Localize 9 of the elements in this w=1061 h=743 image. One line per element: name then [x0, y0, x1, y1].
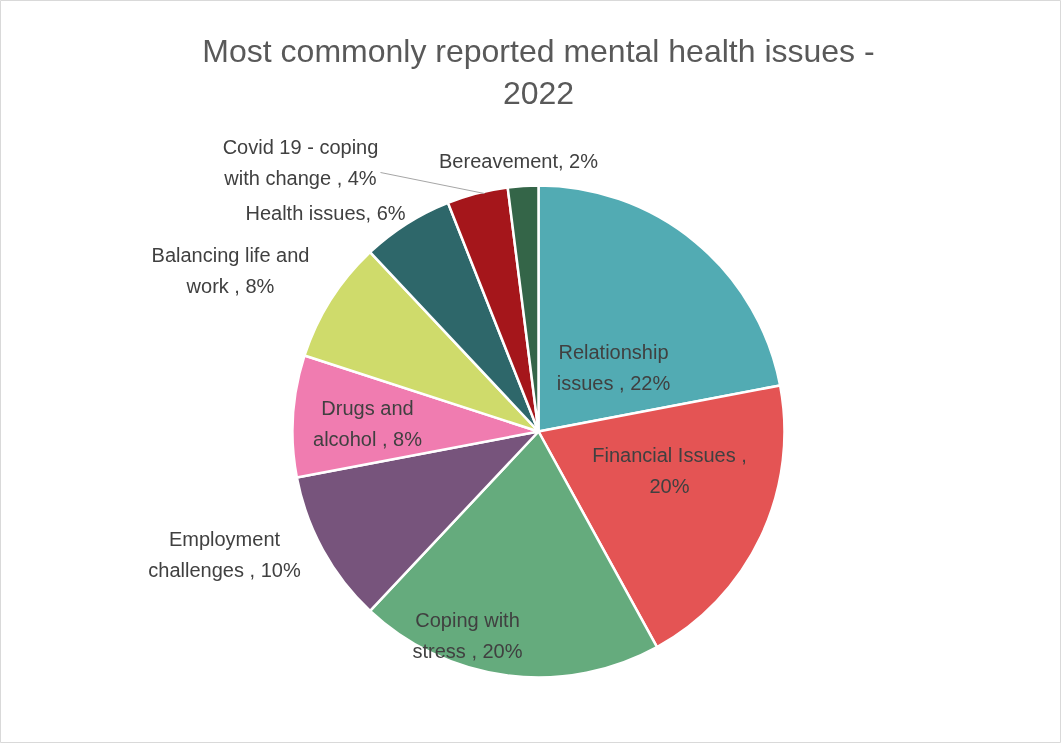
slice-label: Financial Issues , 20%	[592, 444, 747, 497]
slice-label: Health issues, 6%	[245, 201, 406, 224]
slice-label: Bereavement, 2%	[439, 149, 599, 172]
chart-title: Most commonly reported mental health issues - 2022	[202, 32, 875, 111]
slice-label: Relationship issues , 22%	[556, 341, 671, 394]
slice-label: Covid 19 - coping with change , 4%	[222, 136, 379, 189]
slice-label: Employment challenges , 10%	[148, 528, 301, 581]
slice-label: Drugs and alcohol , 8%	[313, 397, 423, 450]
slice-label: Balancing life and work , 8%	[151, 244, 310, 297]
